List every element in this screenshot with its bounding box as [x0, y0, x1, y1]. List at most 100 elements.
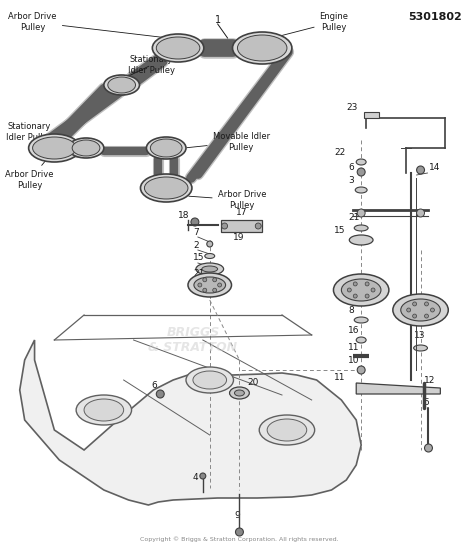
Ellipse shape	[354, 317, 368, 323]
Circle shape	[357, 168, 365, 176]
Ellipse shape	[401, 299, 440, 321]
Polygon shape	[356, 383, 440, 394]
Circle shape	[191, 218, 199, 226]
Ellipse shape	[229, 387, 249, 399]
Ellipse shape	[205, 253, 215, 258]
Ellipse shape	[76, 395, 132, 425]
Circle shape	[255, 223, 261, 229]
Circle shape	[200, 473, 206, 479]
Circle shape	[218, 283, 222, 287]
Text: 4: 4	[193, 473, 199, 482]
Ellipse shape	[152, 34, 204, 62]
Ellipse shape	[150, 139, 182, 157]
Text: 20: 20	[247, 378, 259, 387]
Ellipse shape	[33, 137, 76, 159]
Ellipse shape	[202, 266, 218, 272]
Text: 3: 3	[348, 176, 354, 185]
Text: 21: 21	[193, 269, 204, 278]
Circle shape	[222, 223, 228, 229]
Circle shape	[353, 294, 357, 298]
Ellipse shape	[349, 235, 373, 245]
Circle shape	[425, 314, 428, 318]
Circle shape	[425, 302, 428, 306]
Ellipse shape	[28, 134, 80, 162]
Circle shape	[213, 278, 217, 282]
Ellipse shape	[68, 138, 104, 158]
Ellipse shape	[233, 32, 292, 64]
Ellipse shape	[341, 279, 381, 301]
Text: 6: 6	[348, 163, 354, 172]
Circle shape	[203, 288, 207, 292]
Text: Arbor Drive
Pulley: Arbor Drive Pulley	[189, 191, 266, 210]
Ellipse shape	[188, 273, 231, 297]
Text: Movable Idler
Pulley: Movable Idler Pulley	[187, 132, 270, 152]
Circle shape	[198, 283, 202, 287]
Text: 14: 14	[428, 163, 440, 172]
Text: 2: 2	[193, 241, 199, 250]
Text: Copyright © Briggs & Stratton Corporation. All rights reserved.: Copyright © Briggs & Stratton Corporatio…	[140, 536, 339, 542]
Ellipse shape	[194, 277, 226, 293]
Text: 15: 15	[193, 253, 204, 262]
Text: Engine
Pulley: Engine Pulley	[275, 13, 348, 37]
Ellipse shape	[193, 371, 227, 389]
Text: 10: 10	[348, 356, 360, 365]
Text: 17: 17	[236, 208, 247, 217]
Text: 9: 9	[235, 511, 240, 520]
Text: 11: 11	[335, 373, 346, 382]
Circle shape	[365, 282, 369, 286]
Circle shape	[407, 308, 410, 312]
Text: Arbor Drive
Pulley: Arbor Drive Pulley	[5, 158, 54, 189]
Circle shape	[371, 288, 375, 292]
Text: 1: 1	[215, 15, 221, 25]
Circle shape	[413, 302, 417, 306]
Text: 5: 5	[424, 398, 429, 407]
Bar	[220, 220, 262, 232]
Polygon shape	[20, 340, 361, 505]
Text: 23: 23	[346, 103, 358, 112]
Circle shape	[357, 209, 365, 217]
Ellipse shape	[334, 274, 389, 306]
Text: 12: 12	[424, 376, 435, 385]
Ellipse shape	[84, 399, 124, 421]
Bar	[364, 112, 379, 118]
Ellipse shape	[355, 187, 367, 193]
Ellipse shape	[356, 337, 366, 343]
Ellipse shape	[196, 263, 224, 275]
Text: 7: 7	[193, 228, 199, 237]
Circle shape	[156, 390, 164, 398]
Circle shape	[357, 366, 365, 374]
Ellipse shape	[146, 137, 186, 159]
Text: 13: 13	[414, 331, 425, 340]
Ellipse shape	[393, 294, 448, 326]
Ellipse shape	[145, 177, 188, 199]
Circle shape	[353, 282, 357, 286]
Text: 18: 18	[178, 211, 190, 220]
Text: 5301802: 5301802	[409, 12, 462, 22]
Ellipse shape	[104, 75, 139, 95]
Text: 22: 22	[335, 148, 346, 157]
Ellipse shape	[267, 419, 307, 441]
Text: BRIGGS
& STRATTON: BRIGGS & STRATTON	[148, 326, 237, 354]
Text: Arbor Drive
Pulley: Arbor Drive Pulley	[9, 13, 165, 38]
Ellipse shape	[156, 37, 200, 59]
Circle shape	[430, 308, 434, 312]
Circle shape	[236, 528, 243, 536]
Circle shape	[425, 444, 432, 452]
Circle shape	[413, 314, 417, 318]
Ellipse shape	[237, 35, 287, 61]
Ellipse shape	[259, 415, 315, 445]
Ellipse shape	[72, 140, 100, 156]
Circle shape	[365, 294, 369, 298]
Circle shape	[213, 288, 217, 292]
Text: 21: 21	[348, 213, 360, 222]
Text: 15: 15	[424, 296, 435, 305]
Circle shape	[417, 166, 425, 174]
Ellipse shape	[356, 159, 366, 165]
Text: 11: 11	[348, 343, 360, 352]
Text: Stationary
Idler Pulley: Stationary Idler Pulley	[128, 55, 175, 76]
Ellipse shape	[140, 174, 192, 202]
Ellipse shape	[235, 390, 245, 396]
Circle shape	[347, 288, 351, 292]
Text: 8: 8	[348, 306, 354, 315]
Circle shape	[417, 209, 425, 217]
